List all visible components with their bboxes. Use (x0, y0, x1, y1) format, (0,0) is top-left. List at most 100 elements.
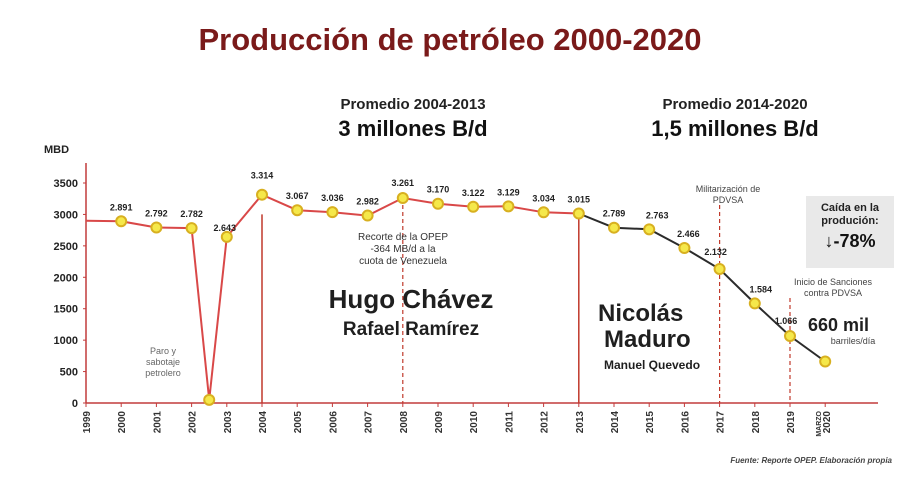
data-point (220, 230, 233, 243)
x-tick-label: 2020 (822, 411, 833, 434)
final-unit-label: barriles/día (830, 336, 876, 346)
militarization-note-line: PDVSA (712, 195, 744, 205)
data-point (784, 329, 796, 342)
drop-value: -78% (833, 231, 876, 251)
y-tick-label: 1500 (54, 304, 78, 316)
maduro-label-line2: Maduro (604, 326, 691, 353)
x-tick-label: 2013 (575, 411, 586, 434)
data-point (185, 222, 198, 235)
data-label: 3.015 (568, 194, 591, 204)
data-label: 2.132 (704, 247, 727, 257)
production-drop-box: Caída en la produción: ↓-78% (806, 196, 894, 268)
x-tick-label: 2010 (469, 411, 480, 434)
quevedo-label: Manuel Quevedo (604, 358, 701, 372)
data-label: 2.792 (145, 209, 168, 219)
data-point (203, 393, 216, 406)
x-tick-label: 2019 (786, 411, 797, 434)
average-heading-2004-2013: Promedio 2004-2013 (340, 96, 486, 113)
production-line-chavez (85, 193, 579, 401)
ramirez-label: Rafael Ramírez (342, 319, 480, 340)
data-label: 3.122 (462, 188, 485, 198)
data-label: 2.982 (356, 197, 379, 207)
x-tick-label: 2012 (540, 411, 551, 434)
data-label: 2.782 (180, 209, 203, 219)
x-tick-label: 2002 (188, 411, 199, 434)
y-tick-label: 2500 (54, 241, 78, 253)
data-label: 2.763 (646, 210, 669, 220)
data-point (361, 209, 374, 222)
data-point (467, 200, 480, 213)
strike-note-line: sabotaje (145, 357, 181, 367)
militarization-note-line: Militarización de (695, 184, 761, 194)
source-note: Fuente: Reporte OPEP. Elaboración propia (730, 456, 892, 465)
data-label: 2.466 (677, 229, 700, 239)
data-label: 2.643 (214, 223, 237, 233)
y-tick-label: 500 (60, 367, 78, 379)
x-tick-label: 2014 (610, 411, 621, 434)
data-point (748, 297, 761, 310)
arrow-down-icon: ↓ (824, 231, 834, 251)
y-tick-label: 0 (72, 398, 78, 410)
data-point (150, 221, 163, 234)
militarization-note: Militarización de PDVSA (678, 184, 778, 206)
data-point (643, 223, 656, 236)
x-tick-label: 2017 (716, 411, 727, 434)
x-tick-label: 2000 (117, 411, 128, 434)
data-label: 3.314 (251, 171, 274, 181)
data-label: 3.067 (286, 191, 309, 201)
drop-box-line: Caída en la (820, 202, 880, 214)
x-tick-label: 2001 (152, 411, 163, 434)
maduro-label-line1: Nicolás (598, 300, 684, 327)
data-label: 3.036 (321, 193, 344, 203)
opep-cut-note: Recorte de la OPEP -364 MB/d a la cuota … (318, 232, 488, 268)
data-label: 1.066 (775, 316, 798, 326)
data-label: 2.789 (603, 209, 626, 219)
y-tick-label: 3000 (54, 209, 78, 221)
x-tick-label: 2004 (258, 411, 269, 434)
data-point (256, 188, 268, 201)
x-tick-label: 1999 (82, 411, 93, 434)
x-tick-label: 2018 (751, 411, 762, 434)
x-tick-label: 2016 (680, 411, 691, 434)
opep-note-line: -364 MB/d a la (370, 244, 436, 255)
data-label: 3.170 (427, 185, 450, 195)
x-tick-label: 2009 (434, 411, 445, 434)
data-point (502, 200, 515, 213)
data-point (819, 355, 832, 368)
page-title: Producción de petróleo 2000-2020 (198, 22, 702, 57)
x-tick-label: 2008 (399, 411, 410, 434)
x-tick-label: 2011 (504, 411, 515, 433)
sanctions-note-line: contra PDVSA (803, 288, 863, 298)
x-tick-label: 2007 (364, 411, 375, 434)
y-tick-label: 2000 (54, 272, 78, 284)
x-tick-label: 2005 (293, 411, 304, 434)
opep-note-line: Recorte de la OPEP (357, 232, 449, 243)
data-point (537, 206, 550, 219)
data-point (326, 206, 339, 219)
final-value-label: 660 mil (808, 315, 870, 335)
x-tick-label: 2003 (223, 411, 234, 434)
data-point (678, 241, 691, 254)
data-label: 1.584 (750, 284, 773, 294)
y-tick-label: 3500 (54, 178, 78, 190)
x-tick-label: MARZO (816, 410, 823, 436)
data-label: 3.129 (497, 187, 520, 197)
strike-note: Paro y sabotaje petrolero (128, 346, 198, 379)
data-point (115, 215, 128, 228)
data-label: 3.261 (392, 178, 415, 188)
strike-note-line: Paro y (149, 346, 176, 356)
data-point (713, 262, 726, 275)
opep-note-line: cuota de Venezuela (359, 256, 447, 267)
data-label: 2.891 (110, 202, 133, 212)
x-tick-label: 2015 (645, 411, 656, 434)
data-point (291, 204, 304, 217)
strike-note-line: petrolero (145, 368, 181, 378)
data-point (396, 192, 409, 205)
y-axis-label: MBD (44, 144, 69, 156)
average-value-2014-2020: 1,5 millones B/d (651, 116, 819, 141)
y-tick-label: 1000 (54, 335, 78, 347)
data-label: 3.034 (532, 193, 555, 203)
average-value-2004-2013: 3 millones B/d (338, 116, 488, 141)
chavez-label: Hugo Chávez (328, 284, 494, 314)
